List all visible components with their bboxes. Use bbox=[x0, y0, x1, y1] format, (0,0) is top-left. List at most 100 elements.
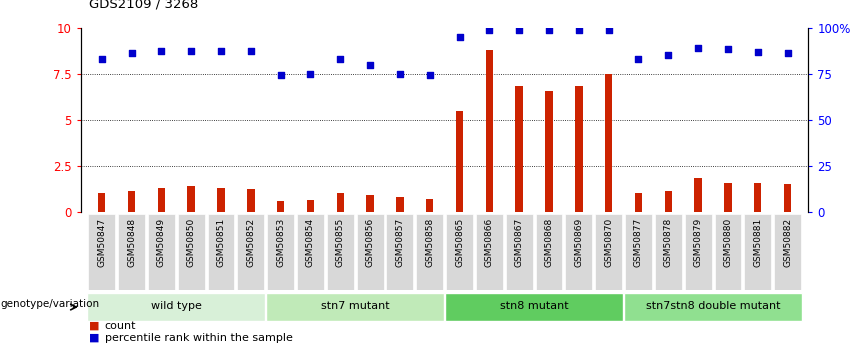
Text: GSM50867: GSM50867 bbox=[515, 218, 523, 267]
Text: GSM50870: GSM50870 bbox=[604, 218, 614, 267]
Text: GSM50853: GSM50853 bbox=[276, 218, 285, 267]
Text: GSM50847: GSM50847 bbox=[97, 218, 106, 267]
FancyBboxPatch shape bbox=[446, 214, 473, 290]
FancyBboxPatch shape bbox=[445, 293, 623, 321]
Bar bbox=[277, 201, 284, 212]
Point bbox=[155, 48, 168, 53]
Point bbox=[691, 45, 705, 51]
Point bbox=[125, 51, 139, 56]
Point bbox=[274, 72, 288, 77]
Text: GSM50865: GSM50865 bbox=[455, 218, 464, 267]
Bar bbox=[784, 185, 791, 212]
Point bbox=[185, 48, 198, 53]
FancyBboxPatch shape bbox=[89, 214, 115, 290]
FancyBboxPatch shape bbox=[297, 214, 324, 290]
Text: GSM50852: GSM50852 bbox=[246, 218, 255, 267]
Point bbox=[95, 56, 109, 62]
Text: GSM50850: GSM50850 bbox=[186, 218, 196, 267]
Point bbox=[751, 49, 764, 55]
Point bbox=[244, 48, 258, 53]
Bar bbox=[724, 183, 732, 212]
Bar bbox=[516, 86, 523, 212]
Point bbox=[602, 28, 615, 33]
Text: stn7stn8 double mutant: stn7stn8 double mutant bbox=[646, 302, 780, 312]
Text: GSM50848: GSM50848 bbox=[127, 218, 136, 267]
Point bbox=[214, 48, 228, 53]
Text: genotype/variation: genotype/variation bbox=[1, 299, 100, 308]
Point bbox=[661, 52, 675, 58]
Bar bbox=[575, 86, 583, 212]
FancyBboxPatch shape bbox=[266, 293, 444, 321]
Text: GSM50856: GSM50856 bbox=[366, 218, 374, 267]
Point bbox=[572, 28, 585, 33]
Bar bbox=[128, 191, 135, 212]
Bar bbox=[635, 193, 643, 212]
Point bbox=[423, 72, 437, 77]
Point bbox=[453, 34, 466, 40]
FancyBboxPatch shape bbox=[595, 214, 622, 290]
Point bbox=[721, 46, 734, 52]
Bar bbox=[665, 191, 672, 212]
Text: count: count bbox=[105, 321, 136, 331]
Text: GSM50882: GSM50882 bbox=[783, 218, 792, 267]
FancyBboxPatch shape bbox=[118, 214, 145, 290]
Bar bbox=[456, 111, 463, 212]
Bar bbox=[754, 183, 762, 212]
Text: GSM50877: GSM50877 bbox=[634, 218, 643, 267]
Bar bbox=[336, 193, 344, 212]
Text: GSM50854: GSM50854 bbox=[306, 218, 315, 267]
Point bbox=[542, 28, 556, 33]
Point bbox=[393, 71, 407, 77]
Point bbox=[483, 28, 496, 33]
FancyBboxPatch shape bbox=[624, 293, 802, 321]
FancyBboxPatch shape bbox=[327, 214, 354, 290]
Text: stn8 mutant: stn8 mutant bbox=[500, 302, 568, 312]
FancyBboxPatch shape bbox=[88, 293, 266, 321]
FancyBboxPatch shape bbox=[655, 214, 682, 290]
Bar bbox=[486, 50, 493, 212]
Text: GSM50881: GSM50881 bbox=[753, 218, 762, 267]
Text: GSM50849: GSM50849 bbox=[157, 218, 166, 267]
Bar bbox=[187, 186, 195, 212]
Text: GDS2109 / 3268: GDS2109 / 3268 bbox=[89, 0, 198, 10]
Text: wild type: wild type bbox=[151, 302, 202, 312]
Text: GSM50869: GSM50869 bbox=[574, 218, 583, 267]
Text: GSM50851: GSM50851 bbox=[216, 218, 226, 267]
Text: ■: ■ bbox=[89, 333, 100, 343]
FancyBboxPatch shape bbox=[505, 214, 533, 290]
Bar bbox=[397, 197, 403, 212]
Point bbox=[304, 71, 317, 77]
FancyBboxPatch shape bbox=[148, 214, 174, 290]
Point bbox=[334, 56, 347, 62]
FancyBboxPatch shape bbox=[267, 214, 294, 290]
Point bbox=[780, 51, 794, 56]
Bar bbox=[98, 193, 106, 212]
Bar bbox=[545, 91, 553, 212]
Point bbox=[512, 28, 526, 33]
Text: GSM50879: GSM50879 bbox=[694, 218, 703, 267]
FancyBboxPatch shape bbox=[357, 214, 384, 290]
FancyBboxPatch shape bbox=[178, 214, 204, 290]
Text: GSM50866: GSM50866 bbox=[485, 218, 494, 267]
Point bbox=[363, 63, 377, 68]
FancyBboxPatch shape bbox=[208, 214, 234, 290]
Bar bbox=[605, 74, 613, 212]
FancyBboxPatch shape bbox=[745, 214, 771, 290]
Text: GSM50857: GSM50857 bbox=[396, 218, 404, 267]
FancyBboxPatch shape bbox=[565, 214, 592, 290]
Point bbox=[631, 56, 645, 62]
FancyBboxPatch shape bbox=[237, 214, 265, 290]
Text: GSM50880: GSM50880 bbox=[723, 218, 733, 267]
Text: GSM50878: GSM50878 bbox=[664, 218, 673, 267]
FancyBboxPatch shape bbox=[685, 214, 711, 290]
Bar bbox=[367, 195, 374, 212]
FancyBboxPatch shape bbox=[416, 214, 443, 290]
Bar bbox=[157, 188, 165, 212]
Text: stn7 mutant: stn7 mutant bbox=[321, 302, 390, 312]
Bar bbox=[306, 200, 314, 212]
Bar bbox=[426, 199, 433, 212]
FancyBboxPatch shape bbox=[625, 214, 652, 290]
Text: ■: ■ bbox=[89, 321, 100, 331]
FancyBboxPatch shape bbox=[476, 214, 503, 290]
Text: GSM50868: GSM50868 bbox=[545, 218, 553, 267]
